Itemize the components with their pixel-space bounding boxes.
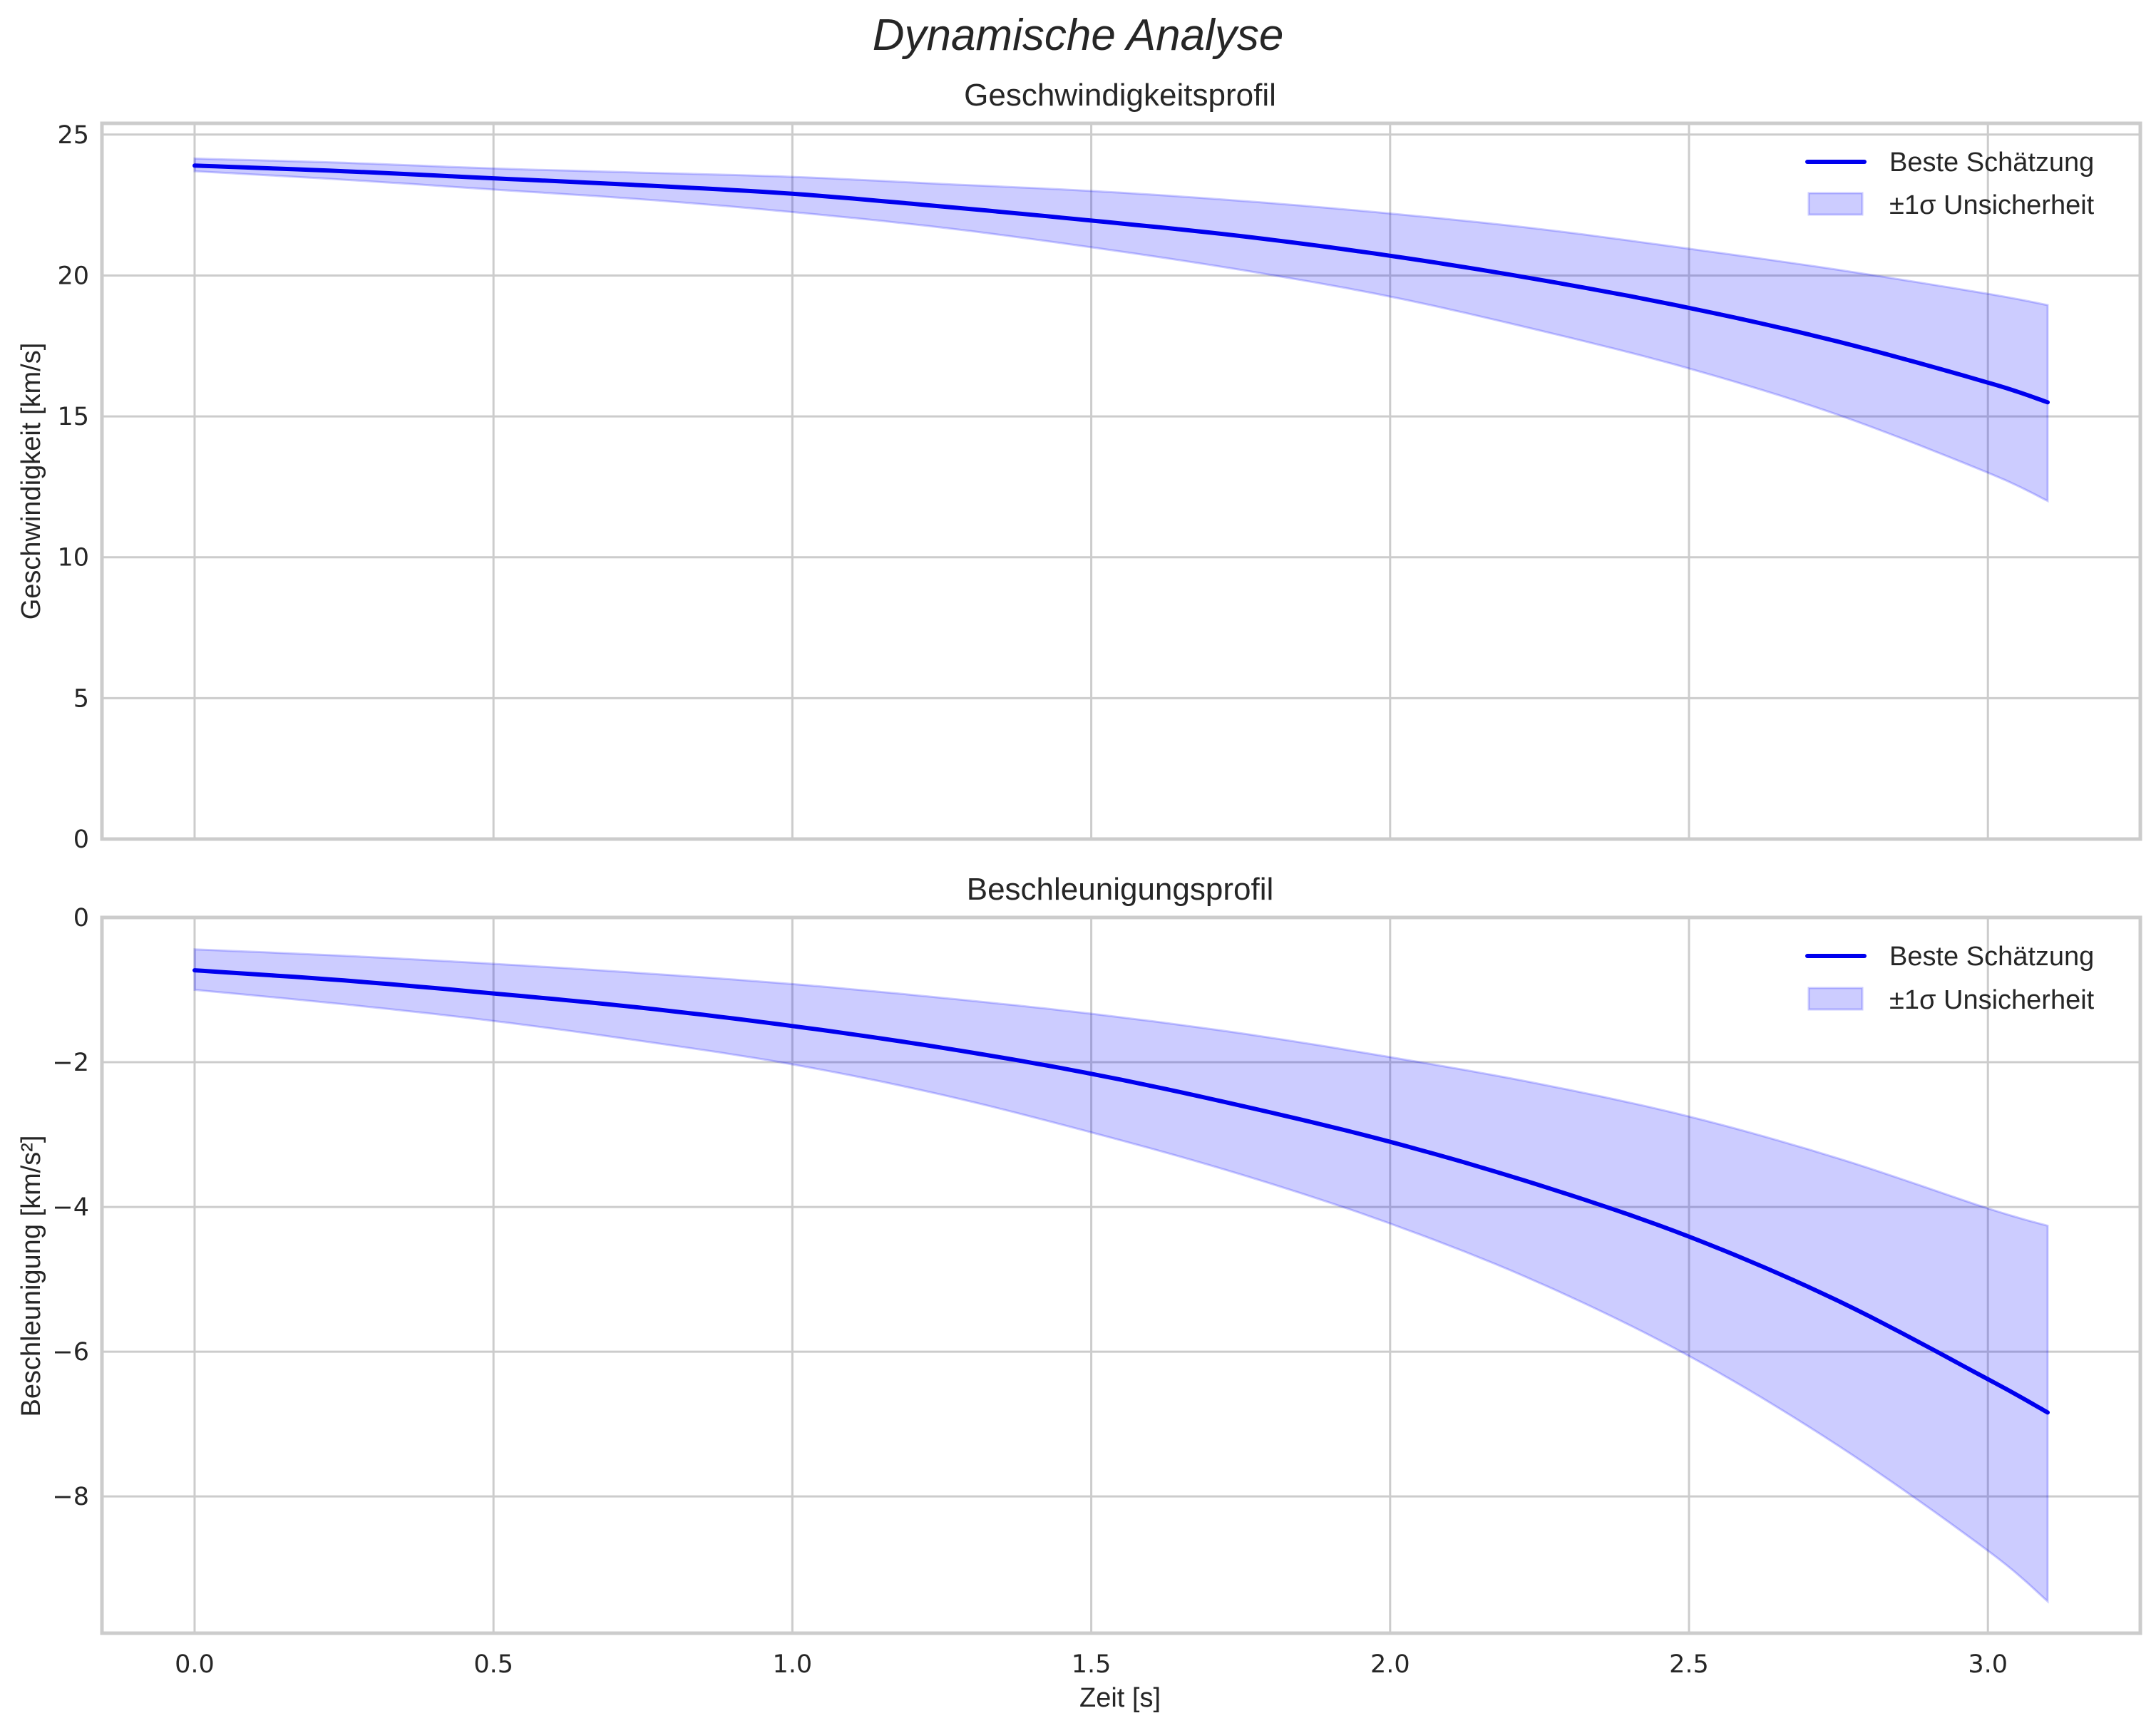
y-tick-label: 20: [57, 262, 89, 290]
velocity-best-estimate-line: [192, 163, 2050, 405]
acceleration-axes-frame: [100, 915, 2142, 1635]
y-tick-label: 15: [57, 403, 89, 431]
y-tick-label: 25: [57, 121, 89, 150]
acceleration-legend: Beste Schätzung ±1σ Unsicherheit: [1805, 942, 2095, 1015]
x-tick-label: 1.0: [773, 1650, 813, 1679]
y-tick-label: −4: [52, 1193, 89, 1222]
best-estimate-curve: [192, 968, 2050, 1415]
velocity-y-axis-label: Geschwindigkeit [km/s]: [16, 343, 46, 620]
acceleration-x-tick-labels: 0.0 0.5 1.0 1.5 2.0 2.5 3.0: [175, 1650, 2008, 1679]
legend-label-best-estimate: Beste Schätzung: [1889, 942, 2094, 972]
figure-suptitle: Dynamische Analyse: [873, 11, 1284, 60]
x-tick-label: 2.0: [1370, 1650, 1410, 1679]
legend-band-swatch-icon: [1807, 192, 1864, 216]
x-tick-label: 0.5: [473, 1650, 513, 1679]
axes-border: [100, 121, 2142, 841]
acceleration-uncertainty-band: [193, 948, 2049, 1604]
acceleration-y-axis-label: Beschleunigung [km/s²]: [16, 1136, 46, 1417]
velocity-subplot: Geschwindigkeitsprofil 0 5 10 15 20 25 Geschw…: [16, 78, 2142, 854]
acceleration-best-estimate-line: [192, 968, 2050, 1415]
y-tick-label: 0: [73, 826, 89, 854]
legend-label-uncertainty: ±1σ Unsicherheit: [1889, 190, 2095, 220]
x-axis-label: Zeit [s]: [1079, 1683, 1161, 1713]
velocity-y-tick-labels: 0 5 10 15 20 25: [57, 121, 89, 854]
velocity-gridlines: [102, 123, 2140, 840]
y-tick-label: 5: [73, 684, 89, 713]
y-tick-label: 0: [73, 904, 89, 932]
velocity-subplot-title: Geschwindigkeitsprofil: [964, 78, 1276, 113]
uncertainty-band-area: [193, 157, 2049, 503]
legend-label-uncertainty: ±1σ Unsicherheit: [1889, 985, 2095, 1015]
axes-border: [100, 915, 2142, 1635]
legend-label-best-estimate: Beste Schätzung: [1889, 148, 2094, 178]
y-tick-label: −6: [52, 1338, 89, 1367]
best-estimate-curve: [192, 163, 2050, 405]
velocity-legend: Beste Schätzung ±1σ Unsicherheit: [1805, 148, 2095, 220]
x-tick-label: 1.5: [1072, 1650, 1112, 1679]
y-tick-label: −2: [52, 1049, 89, 1077]
x-tick-label: 3.0: [1968, 1650, 2008, 1679]
x-tick-label: 0.0: [175, 1650, 215, 1679]
acceleration-subplot: Beschleunigungsprofil 0 −2 −4 −6 −8 0.0 0.5 1.…: [16, 872, 2142, 1713]
y-tick-label: −8: [52, 1483, 89, 1511]
uncertainty-band-area: [193, 948, 2049, 1604]
y-tick-label: 10: [57, 544, 89, 572]
acceleration-subplot-title: Beschleunigungsprofil: [967, 872, 1274, 907]
velocity-axes-frame: [100, 121, 2142, 841]
legend-band-swatch-icon: [1807, 987, 1864, 1011]
x-tick-label: 2.5: [1669, 1650, 1709, 1679]
acceleration-y-tick-labels: 0 −2 −4 −6 −8: [52, 904, 89, 1511]
velocity-uncertainty-band: [193, 157, 2049, 503]
